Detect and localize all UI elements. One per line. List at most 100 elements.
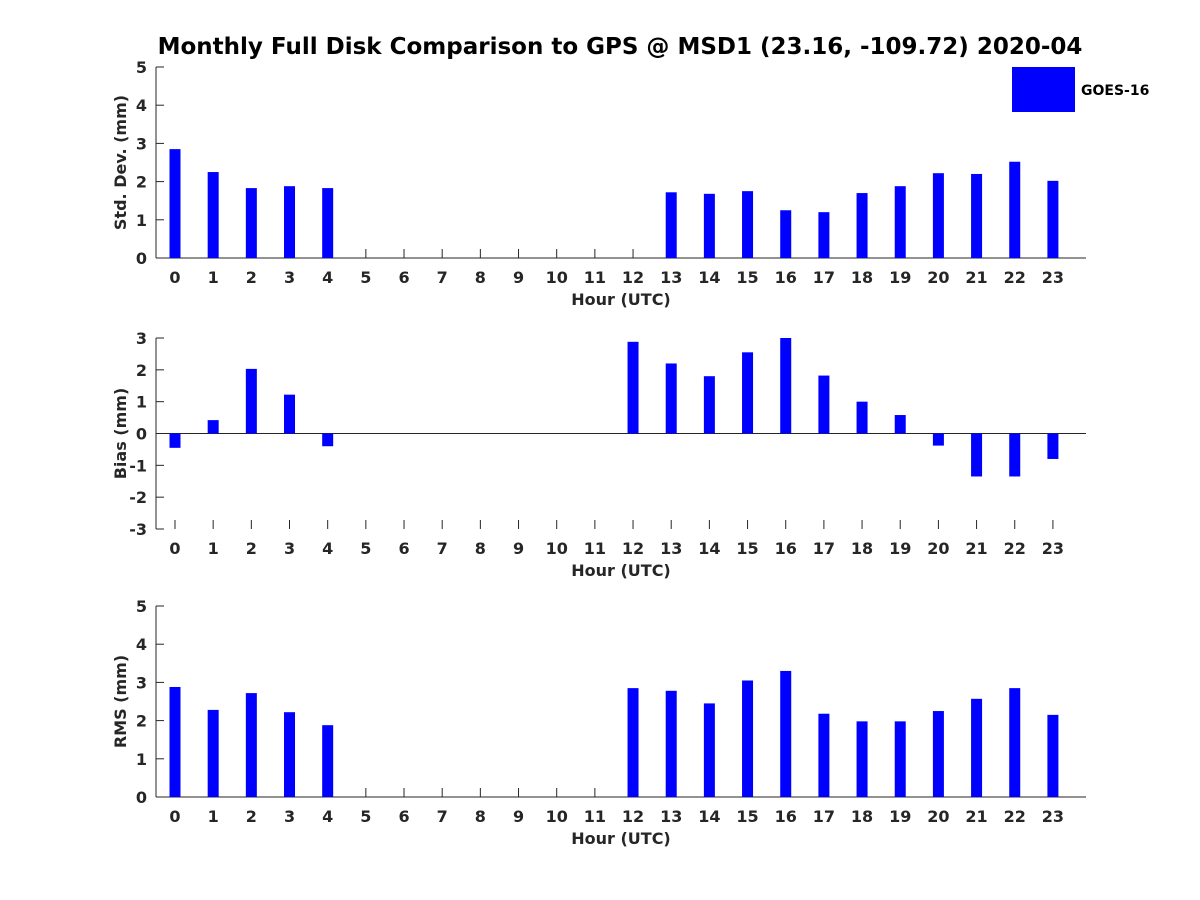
x-tick-label: 8	[475, 539, 486, 558]
x-tick-label: 18	[851, 539, 873, 558]
bar	[971, 698, 983, 797]
x-tick-label: 5	[360, 807, 371, 826]
x-tick-label: 12	[622, 268, 644, 287]
bar	[894, 721, 906, 797]
bar	[703, 703, 715, 797]
y-tick-label: -3	[129, 520, 147, 539]
bar	[1047, 180, 1059, 258]
y-tick-label: 4	[136, 635, 147, 654]
x-tick-label: 17	[813, 539, 835, 558]
x-tick-label: 16	[775, 807, 797, 826]
x-tick-label: 1	[208, 539, 219, 558]
y-tick-label: 2	[136, 361, 147, 380]
bar	[207, 420, 219, 434]
y-tick-label: -2	[129, 488, 147, 507]
x-tick-label: 22	[1004, 807, 1026, 826]
bar	[245, 693, 257, 797]
x-tick-label: 23	[1042, 539, 1064, 558]
y-tick-label: 3	[136, 134, 147, 153]
x-tick-label: 10	[546, 807, 568, 826]
bar	[818, 375, 830, 434]
x-tick-label: 6	[398, 807, 409, 826]
y-tick-label: -1	[129, 456, 147, 475]
bar	[245, 188, 257, 258]
x-tick-label: 21	[965, 807, 987, 826]
bar	[932, 433, 944, 446]
bar	[1047, 433, 1059, 459]
bar	[169, 149, 181, 258]
y-tick-label: 0	[136, 425, 147, 444]
bar	[703, 193, 715, 258]
bar	[284, 394, 296, 434]
bar	[971, 173, 983, 258]
bar	[932, 711, 944, 797]
x-tick-label: 19	[889, 539, 911, 558]
x-tick-label: 16	[775, 539, 797, 558]
bar	[780, 210, 792, 258]
x-tick-label: 16	[775, 268, 797, 287]
bar	[665, 363, 677, 434]
y-tick-label: 2	[136, 173, 147, 192]
y-tick-label: 3	[136, 673, 147, 692]
bar	[856, 721, 868, 797]
x-tick-label: 12	[622, 807, 644, 826]
bar	[818, 713, 830, 797]
x-tick-label: 4	[322, 539, 333, 558]
bar	[742, 352, 754, 434]
x-tick-label: 0	[169, 807, 180, 826]
bar	[780, 670, 792, 797]
bar	[284, 712, 296, 797]
x-tick-label: 18	[851, 268, 873, 287]
y-axis-label: Std. Dev. (mm)	[111, 95, 130, 230]
x-tick-label: 0	[169, 539, 180, 558]
x-tick-label: 3	[284, 268, 295, 287]
bar	[322, 433, 334, 447]
x-tick-label: 11	[584, 268, 606, 287]
bar	[322, 725, 334, 797]
bar	[284, 186, 296, 258]
legend-label: GOES-16	[1081, 83, 1149, 99]
bar	[245, 368, 257, 434]
x-tick-label: 18	[851, 807, 873, 826]
x-tick-label: 20	[927, 268, 949, 287]
x-tick-label: 13	[660, 539, 682, 558]
bar	[780, 338, 792, 434]
x-tick-label: 10	[546, 268, 568, 287]
x-tick-label: 9	[513, 807, 524, 826]
bar	[932, 173, 944, 258]
x-tick-label: 15	[736, 807, 758, 826]
x-tick-label: 5	[360, 268, 371, 287]
bar	[818, 212, 830, 258]
x-tick-label: 19	[889, 807, 911, 826]
bar	[894, 415, 906, 434]
x-tick-label: 14	[698, 268, 720, 287]
bar	[1047, 714, 1059, 797]
x-tick-label: 21	[965, 539, 987, 558]
x-tick-label: 2	[246, 807, 257, 826]
y-tick-label: 0	[136, 249, 147, 268]
x-tick-label: 8	[475, 268, 486, 287]
bar	[665, 690, 677, 797]
y-tick-label: 5	[136, 58, 147, 77]
bar	[856, 193, 868, 258]
x-tick-label: 21	[965, 268, 987, 287]
y-tick-label: 1	[136, 211, 147, 230]
bar	[207, 172, 219, 258]
x-tick-label: 7	[437, 268, 448, 287]
x-tick-label: 8	[475, 807, 486, 826]
x-tick-label: 15	[736, 539, 758, 558]
x-tick-label: 10	[546, 539, 568, 558]
bar	[1009, 433, 1021, 477]
chart-title: Monthly Full Disk Comparison to GPS @ MS…	[158, 34, 1083, 60]
x-tick-label: 4	[322, 807, 333, 826]
x-tick-label: 19	[889, 268, 911, 287]
y-tick-label: 3	[136, 329, 147, 348]
x-tick-label: 6	[398, 268, 409, 287]
x-tick-label: 1	[208, 807, 219, 826]
bar	[627, 688, 639, 797]
x-tick-label: 14	[698, 539, 720, 558]
x-tick-label: 3	[284, 807, 295, 826]
